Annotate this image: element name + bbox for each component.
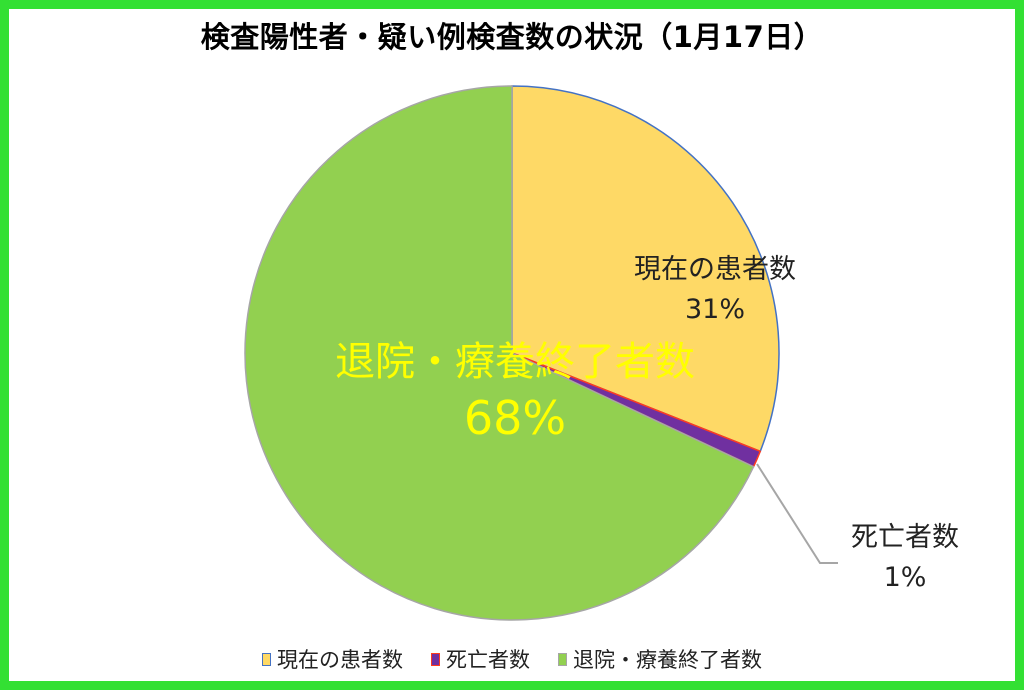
legend-item-deaths: 死亡者数 — [431, 644, 530, 674]
label-current-patients: 現在の患者数 31% — [600, 250, 830, 330]
legend-label-current-patients: 現在の患者数 — [277, 648, 403, 672]
legend-swatch-deaths — [431, 652, 440, 666]
legend-label-recovered: 退院・療養終了者数 — [573, 648, 762, 672]
legend-item-recovered: 退院・療養終了者数 — [558, 644, 762, 674]
legend-swatch-recovered — [558, 652, 567, 666]
legend-swatch-current-patients — [262, 652, 271, 666]
legend-label-deaths: 死亡者数 — [446, 648, 530, 672]
label-deaths-pct: 1% — [883, 562, 927, 593]
slice-current-patients — [511, 85, 780, 453]
leader-line — [756, 463, 838, 564]
label-current-patients-name: 現在の患者数 — [634, 254, 796, 285]
label-recovered-pct: 68% — [463, 391, 567, 445]
legend: 現在の患者数 死亡者数 退院・療養終了者数 — [0, 644, 1024, 674]
slice-recovered — [244, 85, 755, 621]
legend-item-current-patients: 現在の患者数 — [262, 644, 403, 674]
chart-title: 検査陽性者・疑い例検査数の状況（1月17日） — [200, 20, 824, 54]
label-recovered: 退院・療養終了者数 68% — [270, 334, 760, 446]
label-recovered-name: 退院・療養終了者数 — [335, 339, 695, 385]
label-deaths-name: 死亡者数 — [851, 522, 959, 553]
label-current-patients-pct: 31% — [684, 294, 745, 325]
label-deaths: 死亡者数 1% — [820, 518, 990, 598]
